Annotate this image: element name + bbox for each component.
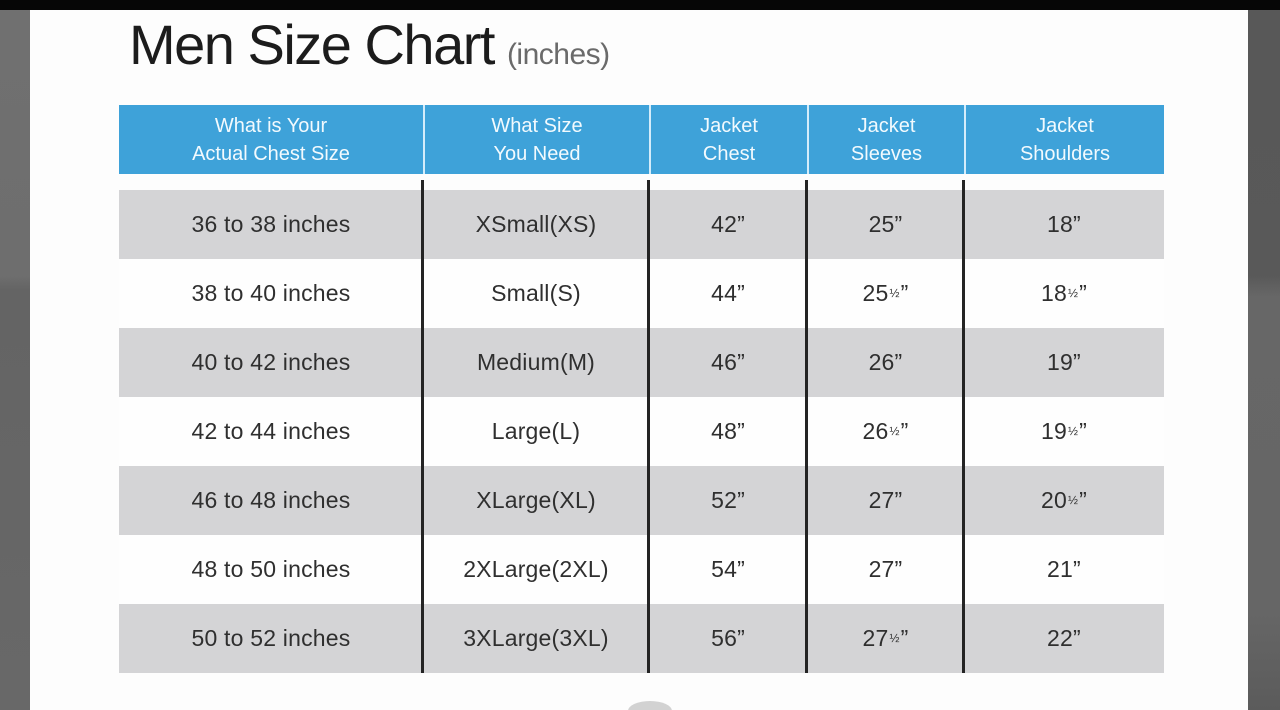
cell-size-needed: Medium(M) (476, 349, 596, 375)
cell-size-needed: Small(S) (491, 280, 581, 306)
cell-jacket-chest: 42” (711, 211, 745, 237)
cell-jacket-chest: 48” (711, 418, 745, 444)
cell-jacket-sleeves: 25 ½” (862, 280, 909, 306)
cell-size-needed: 2XLarge(2XL) (463, 556, 609, 582)
table-body: 36 to 38 inches XSmall(XS) 42” 25” 18” 38 to … (119, 180, 1164, 673)
half-fraction: ½ (889, 285, 900, 300)
header-cell-chest-size: What is Your Actual Chest Size (119, 105, 423, 174)
table-row: 40 to 42 inches Medium(M) 46” 26” 19” (119, 328, 1164, 397)
top-letterbox-bar (0, 0, 1280, 10)
cell-jacket-sleeves: 26 ½” (862, 418, 909, 444)
cell-jacket-shoulders: 21” (1047, 556, 1081, 582)
half-fraction: ½ (889, 423, 900, 438)
cell-chest-size: 42 to 44 inches (191, 418, 351, 444)
table-row: 48 to 50 inches 2XLarge(2XL) 54” 27” 21” (119, 535, 1164, 604)
cell-jacket-chest: 54” (711, 556, 745, 582)
header-line: Chest (702, 142, 756, 165)
page-title-group: Men Size Chart (inches) (129, 14, 610, 76)
cell-chest-size: 50 to 52 inches (191, 625, 351, 651)
cell-jacket-sleeves: 25” (868, 211, 903, 237)
cell-size-needed: XLarge(XL) (476, 487, 596, 513)
cell-jacket-shoulders: 18” (1047, 211, 1081, 237)
video-player-artifact (628, 701, 672, 710)
table-row: 42 to 44 inches Large(L) 48” 26 ½” 19 ½” (119, 397, 1164, 466)
header-line: You Need (493, 142, 581, 165)
header-line: Sleeves (850, 142, 923, 165)
header-cell-jacket-sleeves: Jacket Sleeves (807, 105, 964, 174)
half-fraction: ½ (1067, 492, 1079, 507)
table-row: 46 to 48 inches XLarge(XL) 52” 27” 20 ½” (119, 466, 1164, 535)
header-line: Jacket (857, 114, 916, 137)
header-cell-jacket-chest: Jacket Chest (649, 105, 807, 174)
cell-size-needed: 3XLarge(3XL) (463, 625, 609, 651)
column-divider (962, 180, 965, 673)
page-title: Men Size Chart (129, 13, 495, 76)
half-fraction: ½ (1067, 285, 1079, 300)
cell-jacket-shoulders: 19” (1047, 349, 1081, 375)
cell-chest-size: 48 to 50 inches (191, 556, 351, 582)
cell-jacket-chest: 52” (711, 487, 745, 513)
header-line: Jacket (700, 114, 758, 137)
cell-jacket-sleeves: 27” (868, 487, 903, 513)
right-letterbox-strip (1248, 10, 1280, 710)
header-line: Jacket (1036, 114, 1094, 137)
cell-jacket-shoulders: 22” (1047, 625, 1081, 651)
cell-jacket-shoulders: 19 ½” (1040, 418, 1087, 444)
left-letterbox-strip (0, 10, 30, 710)
table-row: 38 to 40 inches Small(S) 44” 25 ½” 18 ½” (119, 259, 1164, 328)
cell-jacket-shoulders: 20 ½” (1040, 487, 1087, 513)
cell-jacket-sleeves: 27” (868, 556, 903, 582)
cell-jacket-chest: 46” (711, 349, 745, 375)
cell-size-needed: XSmall(XS) (475, 211, 597, 237)
cell-chest-size: 40 to 42 inches (191, 349, 351, 375)
cell-jacket-chest: 44” (711, 280, 745, 306)
table-row: 50 to 52 inches 3XLarge(3XL) 56” 27 ½” 22” (119, 604, 1164, 673)
cell-jacket-sleeves: 27 ½” (862, 625, 909, 651)
page-subtitle: (inches) (506, 38, 610, 71)
column-divider (421, 180, 424, 673)
half-fraction: ½ (889, 630, 900, 645)
header-line: Actual Chest Size (192, 142, 350, 165)
column-divider (805, 180, 808, 673)
table-row: 36 to 38 inches XSmall(XS) 42” 25” 18” (119, 190, 1164, 259)
cell-chest-size: 46 to 48 inches (191, 487, 351, 513)
header-cell-size-needed: What Size You Need (422, 105, 649, 174)
cell-chest-size: 38 to 40 inches (191, 280, 351, 306)
header-cell-jacket-shoulders: Jacket Shoulders (963, 105, 1164, 174)
cell-size-needed: Large(L) (491, 418, 581, 444)
cell-jacket-shoulders: 18 ½” (1040, 280, 1087, 306)
half-fraction: ½ (1067, 423, 1079, 438)
cell-jacket-sleeves: 26” (868, 349, 903, 375)
table-header-row: What is Your Actual Chest Size What Size… (119, 105, 1164, 174)
column-divider (647, 180, 650, 673)
header-line: What is Your (214, 114, 328, 137)
cell-chest-size: 36 to 38 inches (191, 211, 351, 237)
header-line: Shoulders (1019, 142, 1110, 165)
size-chart-table: What is Your Actual Chest Size What Size… (119, 105, 1164, 673)
header-line: What Size (491, 114, 583, 137)
cell-jacket-chest: 56” (711, 625, 745, 651)
